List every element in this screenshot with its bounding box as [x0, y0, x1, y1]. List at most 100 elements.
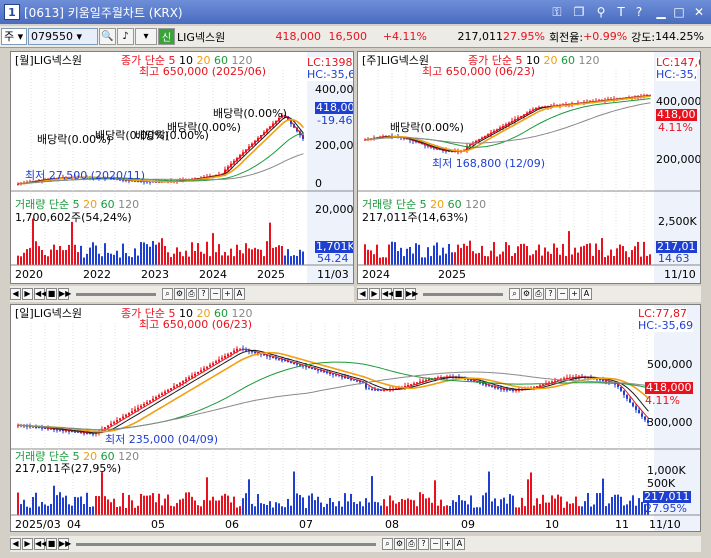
- rewind-icon[interactable]: ◀◀: [381, 288, 395, 300]
- volume-bar: [17, 255, 19, 265]
- code-input[interactable]: 079550 ▾: [28, 28, 98, 45]
- font-icon[interactable]: T: [617, 5, 625, 19]
- prev-icon[interactable]: ◀: [357, 288, 368, 300]
- volume-bar: [23, 499, 25, 515]
- stop-icon[interactable]: ■: [393, 288, 404, 300]
- sound-icon[interactable]: ♪: [117, 28, 134, 45]
- plus-icon[interactable]: +: [222, 288, 233, 300]
- minus-icon[interactable]: −: [430, 538, 441, 550]
- stop-icon[interactable]: ■: [46, 538, 57, 550]
- minimize-icon[interactable]: ▁: [656, 5, 666, 19]
- search-icon[interactable]: 🔍: [99, 28, 116, 45]
- font-icon[interactable]: A: [581, 288, 592, 300]
- volume-bar: [44, 504, 46, 515]
- ma-line: [18, 118, 305, 185]
- volume-bar: [239, 250, 241, 265]
- font-icon[interactable]: A: [454, 538, 465, 550]
- settings-icon[interactable]: ⚙: [521, 288, 532, 300]
- font-icon[interactable]: A: [234, 288, 245, 300]
- help-icon[interactable]: ?: [198, 288, 209, 300]
- daily-tag: [일]: [15, 307, 34, 320]
- zoom-icon[interactable]: ⌕: [162, 288, 173, 300]
- candle: [329, 372, 331, 374]
- settings-icon[interactable]: ⚙: [174, 288, 185, 300]
- monthly-date-2: 2022: [83, 268, 111, 281]
- weekly-volume-legend: 거래량 단순 5 20 60 120: [362, 198, 487, 211]
- scroll-slider[interactable]: [76, 542, 376, 546]
- candle: [506, 389, 508, 391]
- volume-bar: [152, 240, 154, 265]
- volume-bar: [251, 249, 253, 265]
- settings-icon[interactable]: ⚙: [394, 538, 405, 550]
- play-icon[interactable]: ▶: [22, 288, 33, 300]
- monthly-current-price: 418,00: [315, 101, 354, 114]
- candle: [227, 354, 229, 356]
- forward-icon[interactable]: ▶▶: [58, 288, 72, 300]
- scroll-slider[interactable]: [76, 292, 156, 296]
- candle: [17, 183, 19, 185]
- minus-icon[interactable]: −: [557, 288, 568, 300]
- maximize-icon[interactable]: □: [673, 5, 685, 19]
- credit-badge: 신: [158, 28, 175, 45]
- volume-bar: [389, 495, 391, 515]
- candle: [317, 369, 319, 371]
- zoom-icon[interactable]: ⌕: [382, 538, 393, 550]
- volume-bar: [460, 248, 462, 265]
- window-number: 1: [4, 4, 20, 20]
- scroll-slider[interactable]: [423, 292, 503, 296]
- volume-bar: [119, 506, 121, 515]
- stop-icon[interactable]: ■: [46, 288, 57, 300]
- pin-icon[interactable]: ⚲: [596, 5, 606, 19]
- more-icon[interactable]: ▾: [135, 28, 157, 45]
- candle: [137, 407, 139, 410]
- volume-bar: [47, 505, 49, 515]
- volume-bar: [628, 257, 630, 265]
- volume-bar: [394, 242, 396, 265]
- help-icon[interactable]: ?: [418, 538, 429, 550]
- volume-bar: [188, 492, 190, 515]
- print-icon[interactable]: ⎙: [186, 288, 197, 300]
- volume-bar: [601, 238, 603, 265]
- market-select[interactable]: 주 ▾: [1, 28, 27, 45]
- zoom-icon[interactable]: ⌕: [509, 288, 520, 300]
- plus-icon[interactable]: +: [442, 538, 453, 550]
- forward-icon[interactable]: ▶▶: [58, 538, 72, 550]
- minus-icon[interactable]: −: [210, 288, 221, 300]
- candle: [314, 368, 316, 370]
- volume-bar: [359, 501, 361, 515]
- close-icon[interactable]: ✕: [693, 5, 705, 19]
- daily-chart-panel[interactable]: [일]LIG넥스원 종가 단순 5 10 20 60 120 최고 650,00…: [10, 304, 701, 532]
- prev-icon[interactable]: ◀: [10, 538, 21, 550]
- volume-bar: [101, 472, 103, 515]
- rewind-icon[interactable]: ◀◀: [34, 288, 48, 300]
- candle: [482, 383, 484, 385]
- forward-icon[interactable]: ▶▶: [405, 288, 419, 300]
- volume-bar: [314, 500, 316, 515]
- monthly-chart-panel[interactable]: [월]LIG넥스원 종가 단순 5 10 20 60 120 최고 650,00…: [10, 51, 354, 284]
- candle: [374, 389, 376, 391]
- play-icon[interactable]: ▶: [369, 288, 380, 300]
- print-icon[interactable]: ⎙: [406, 538, 417, 550]
- volume-bar: [490, 250, 492, 265]
- volume-bar: [455, 501, 457, 515]
- rewind-icon[interactable]: ◀◀: [34, 538, 48, 550]
- copy-icon[interactable]: ❐: [573, 5, 585, 19]
- help-icon[interactable]: ?: [545, 288, 556, 300]
- candle: [365, 382, 367, 389]
- candle: [275, 357, 277, 359]
- link-icon[interactable]: ⚿: [552, 5, 562, 19]
- play-icon[interactable]: ▶: [22, 538, 33, 550]
- prev-icon[interactable]: ◀: [10, 288, 21, 300]
- volume-bar: [464, 500, 466, 515]
- plus-icon[interactable]: +: [569, 288, 580, 300]
- candle: [488, 385, 490, 387]
- volume-bar: [293, 471, 295, 515]
- volume-bar: [206, 241, 208, 265]
- volume-bar: [173, 506, 175, 515]
- print-icon[interactable]: ⎙: [533, 288, 544, 300]
- candle: [290, 362, 292, 364]
- help-icon[interactable]: ?: [635, 5, 643, 19]
- volume-bar: [125, 253, 127, 265]
- volume-bar: [385, 257, 387, 265]
- weekly-chart-panel[interactable]: [주]LIG넥스원 종가 단순 5 10 20 60 120 최고 650,00…: [357, 51, 701, 284]
